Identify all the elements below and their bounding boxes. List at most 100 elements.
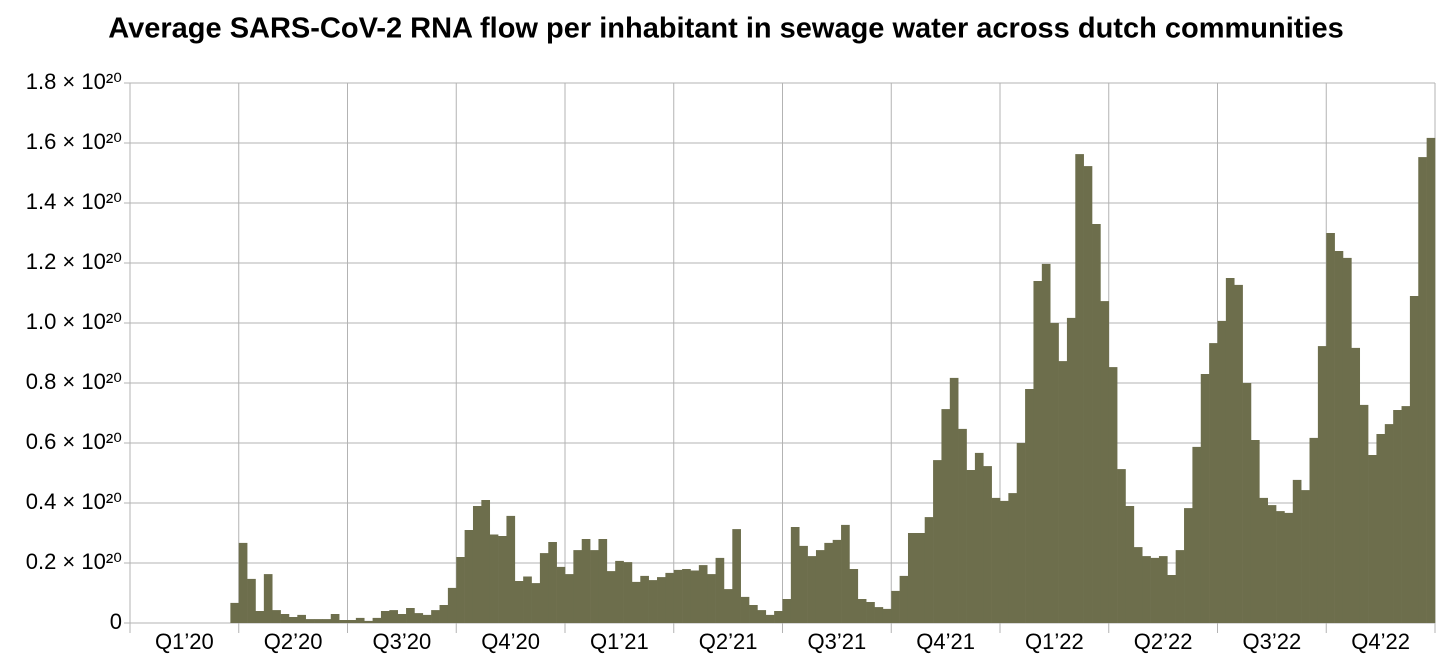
bar bbox=[598, 539, 608, 623]
bar bbox=[548, 542, 557, 623]
bar bbox=[882, 608, 892, 623]
bar bbox=[456, 557, 465, 623]
bar bbox=[1267, 505, 1277, 623]
bar bbox=[288, 617, 298, 623]
bar bbox=[933, 460, 942, 623]
bar bbox=[506, 515, 516, 623]
bar bbox=[1133, 547, 1143, 623]
bar bbox=[539, 553, 549, 623]
bar bbox=[657, 577, 666, 623]
bar bbox=[740, 596, 750, 623]
bar bbox=[372, 617, 382, 623]
bar bbox=[899, 575, 909, 623]
bar bbox=[690, 570, 700, 623]
bar bbox=[581, 539, 591, 623]
bar bbox=[673, 569, 683, 623]
bar bbox=[832, 539, 842, 623]
bar bbox=[723, 589, 733, 623]
bar bbox=[849, 569, 859, 623]
bar bbox=[966, 470, 976, 623]
bar bbox=[523, 576, 532, 623]
bar bbox=[866, 602, 875, 623]
y-tick-label: 0.4 × 10²⁰ bbox=[26, 489, 122, 514]
bar bbox=[1025, 389, 1034, 623]
bar bbox=[916, 533, 926, 623]
bar bbox=[230, 602, 240, 623]
bar bbox=[339, 620, 348, 623]
bar bbox=[732, 529, 741, 623]
bar bbox=[389, 610, 398, 623]
bar bbox=[1401, 406, 1411, 623]
bar bbox=[640, 575, 649, 623]
bar bbox=[531, 583, 541, 623]
bar bbox=[380, 611, 390, 623]
bar bbox=[799, 545, 808, 623]
y-tick-label: 0 bbox=[110, 609, 122, 634]
bar bbox=[556, 566, 566, 623]
bar bbox=[698, 565, 708, 623]
bar bbox=[238, 542, 248, 623]
x-tick-label: Q3’22 bbox=[1243, 629, 1302, 654]
bar bbox=[1242, 383, 1252, 623]
bar bbox=[1418, 157, 1427, 623]
bar bbox=[1334, 251, 1344, 623]
bar bbox=[1292, 479, 1302, 623]
bar bbox=[314, 619, 323, 623]
x-tick-label: Q2’21 bbox=[699, 629, 758, 654]
bar bbox=[1301, 490, 1310, 623]
bar bbox=[815, 550, 825, 623]
bar bbox=[606, 571, 616, 623]
bar bbox=[1225, 278, 1235, 623]
bar bbox=[824, 542, 833, 623]
bar bbox=[1142, 556, 1151, 623]
bar bbox=[1250, 440, 1260, 623]
bar bbox=[464, 530, 474, 623]
bar bbox=[749, 605, 758, 623]
y-tick-label: 0.6 × 10²⁰ bbox=[26, 429, 122, 454]
bar bbox=[807, 556, 817, 623]
bar bbox=[498, 536, 507, 623]
bar bbox=[1167, 575, 1176, 623]
x-tick-label: Q1’20 bbox=[155, 629, 214, 654]
bar bbox=[1276, 511, 1285, 623]
bar bbox=[1200, 374, 1210, 623]
bar bbox=[1217, 320, 1227, 623]
bar bbox=[355, 617, 365, 623]
bar bbox=[1150, 557, 1160, 623]
bar bbox=[397, 614, 407, 623]
bar bbox=[489, 534, 499, 623]
bar bbox=[439, 605, 449, 623]
bar bbox=[1234, 284, 1243, 623]
bar bbox=[715, 557, 725, 623]
bar bbox=[305, 619, 315, 623]
x-tick-label: Q3’21 bbox=[808, 629, 867, 654]
bar bbox=[1108, 367, 1118, 623]
bar bbox=[682, 569, 691, 623]
chart-title: Average SARS-CoV-2 RNA flow per inhabita… bbox=[108, 13, 1343, 45]
bar bbox=[1376, 434, 1386, 623]
y-tick-label: 0.2 × 10²⁰ bbox=[26, 549, 122, 574]
bar bbox=[983, 466, 992, 623]
bar bbox=[790, 527, 800, 623]
bar bbox=[330, 614, 340, 623]
bar bbox=[1158, 556, 1168, 623]
bar bbox=[1125, 506, 1135, 623]
y-tick-label: 0.8 × 10²⁰ bbox=[26, 369, 122, 394]
bar bbox=[431, 610, 440, 623]
bar bbox=[941, 409, 951, 623]
bar bbox=[782, 599, 792, 623]
bar bbox=[1326, 233, 1335, 623]
bar bbox=[1000, 500, 1009, 623]
bar bbox=[1368, 455, 1377, 623]
bar bbox=[322, 619, 332, 623]
x-tick-label: Q4’20 bbox=[481, 629, 540, 654]
bar bbox=[623, 562, 633, 623]
bar bbox=[1075, 154, 1084, 623]
bar bbox=[1342, 257, 1352, 623]
x-tick-label: Q4’21 bbox=[916, 629, 975, 654]
bar bbox=[573, 550, 583, 623]
bar bbox=[949, 377, 959, 623]
bar bbox=[974, 452, 984, 623]
